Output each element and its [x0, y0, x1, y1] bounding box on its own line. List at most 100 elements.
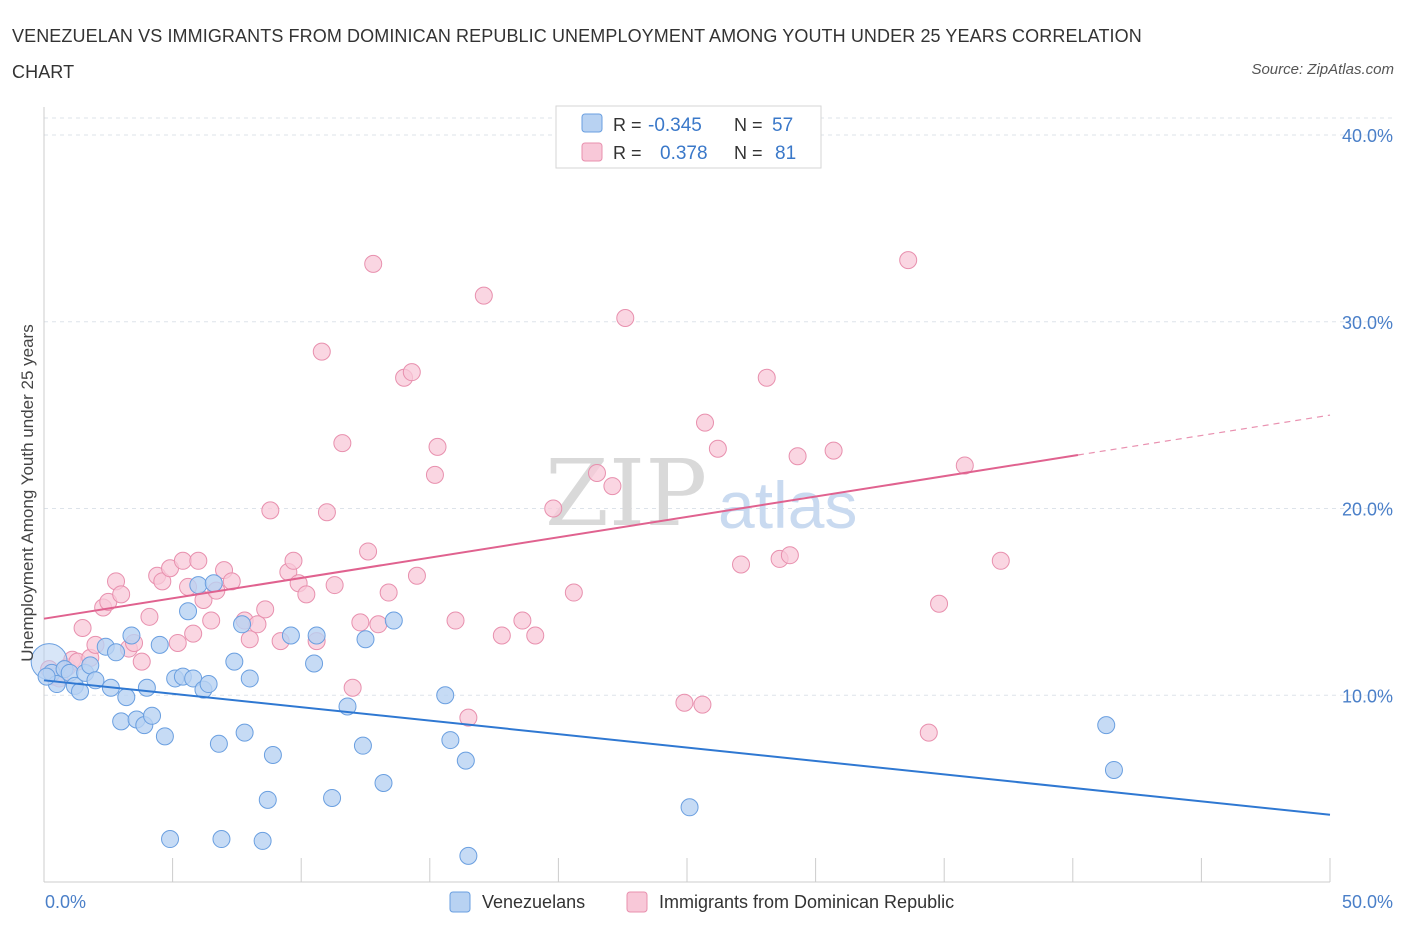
venezuelans-point-53	[680, 798, 699, 817]
dominican-point-56	[446, 611, 465, 630]
dominican-point-55	[428, 437, 447, 456]
dominican-point-75	[788, 447, 807, 466]
dominican-point-45	[343, 678, 362, 697]
dominican-point-62	[544, 499, 563, 518]
dominican-point-60	[513, 611, 532, 630]
dominican-point-61	[526, 626, 545, 645]
watermark-atlas: atlas	[718, 468, 857, 542]
dominican-point-33	[256, 600, 275, 619]
y-tick-label-2: 30.0%	[1342, 313, 1393, 333]
dominican-point-48	[364, 254, 383, 273]
legend-n-label-2: N =	[734, 143, 763, 163]
venezuelans-point-32	[212, 830, 231, 849]
legend-r-value-2: 0.378	[660, 143, 708, 164]
venezuelans-point-18	[137, 678, 156, 697]
venezuelans-point-43	[323, 788, 342, 807]
dominican-point-71	[732, 555, 751, 574]
y-axis-label: Unemployment Among Youth under 25 years	[18, 324, 37, 661]
venezuelans-point-21	[155, 727, 174, 746]
venezuelans-point-25	[179, 602, 198, 621]
bottom-legend-swatch-venezuelans	[449, 891, 471, 913]
bottom-legend-swatch-dominican	[626, 891, 648, 913]
dominican-point-74	[780, 546, 799, 565]
y-tick-label-0: 10.0%	[1342, 686, 1393, 706]
dominican-trend-line	[43, 454, 1079, 620]
dominican-point-15	[132, 652, 151, 671]
venezuelans-point-19	[143, 706, 162, 725]
legend-swatch-dominican	[581, 142, 603, 162]
dominican-point-20	[168, 633, 187, 652]
axes	[43, 107, 1331, 883]
venezuelans-point-8	[81, 656, 100, 675]
dominican-point-46	[351, 613, 370, 632]
dominican-point-41	[312, 342, 331, 361]
dominican-point-77	[899, 251, 918, 270]
dominican-point-47	[359, 542, 378, 561]
dominican-point-80	[955, 456, 974, 475]
venezuelans-point-22	[161, 830, 180, 849]
dominican-point-69	[696, 413, 715, 432]
legend-r-label-1: R =	[613, 115, 642, 135]
venezuelans-point-11	[107, 643, 126, 662]
dominican-point-32	[248, 615, 267, 634]
dominican-point-81	[991, 551, 1010, 570]
venezuelans-point-39	[263, 746, 282, 765]
watermark-zip: ZIP	[545, 440, 707, 547]
dominican-point-53	[407, 566, 426, 585]
dominican-point-12	[112, 585, 131, 604]
dominican-point-43	[325, 576, 344, 595]
venezuelans-point-52	[459, 846, 478, 865]
y-tick-label-3: 40.0%	[1342, 126, 1393, 146]
venezuelans-point-56	[37, 667, 56, 686]
x-tick-label-0: 0.0%	[45, 892, 86, 912]
dominican-point-24	[189, 551, 208, 570]
trend-lines	[43, 414, 1331, 816]
dominican-point-54	[425, 465, 444, 484]
venezuelans-point-50	[441, 731, 460, 750]
y-tick-label-1: 20.0%	[1342, 500, 1393, 520]
legend-r-value-1: -0.345	[648, 115, 702, 136]
dominican-point-59	[492, 626, 511, 645]
dominican-trend-line-extension	[1077, 414, 1331, 456]
source-label: Source: ZipAtlas.com	[1251, 61, 1394, 78]
dominican-point-42	[317, 503, 336, 522]
dominican-point-66	[616, 309, 635, 328]
grid-lines	[44, 117, 1392, 696]
dominican-point-63	[564, 583, 583, 602]
dominican-point-6	[73, 619, 92, 638]
dominican-point-52	[402, 363, 421, 382]
dominican-point-16	[140, 607, 159, 626]
x-tick-label-1: 50.0%	[1342, 892, 1393, 912]
venezuelans-point-31	[209, 734, 228, 753]
dominican-point-70	[708, 439, 727, 458]
series-legend: Venezuelans Immigrants from Dominican Re…	[449, 891, 954, 913]
series-dominican-points	[40, 251, 1010, 742]
venezuelans-point-27	[189, 576, 208, 595]
dominican-point-67	[675, 693, 694, 712]
dominican-point-79	[930, 594, 949, 613]
dominican-point-44	[333, 434, 352, 453]
legend-swatch-venezuelans	[581, 113, 603, 133]
dominican-point-31	[240, 630, 259, 649]
bottom-legend-venezuelans: Venezuelans	[482, 892, 585, 912]
venezuelans-trend-line	[43, 679, 1331, 816]
dominican-point-37	[284, 551, 303, 570]
venezuelans-point-38	[258, 790, 277, 809]
venezuelans-point-36	[240, 669, 259, 688]
venezuelans-point-15	[122, 626, 141, 645]
venezuelans-point-35	[235, 723, 254, 742]
chart-title: VENEZUELAN VS IMMIGRANTS FROM DOMINICAN …	[12, 26, 1142, 82]
dominican-point-58	[474, 286, 493, 305]
dominican-point-65	[603, 477, 622, 496]
dominican-point-76	[824, 441, 843, 460]
dominican-point-50	[379, 583, 398, 602]
legend-n-value-1: 57	[772, 115, 793, 136]
venezuelans-point-13	[112, 712, 131, 731]
legend-r-label-2: R =	[613, 143, 642, 163]
dominican-point-68	[693, 695, 712, 714]
venezuelans-point-48	[384, 611, 403, 630]
dominican-point-21	[173, 551, 192, 570]
venezuelans-point-51	[456, 751, 475, 770]
dominican-point-26	[202, 611, 221, 630]
